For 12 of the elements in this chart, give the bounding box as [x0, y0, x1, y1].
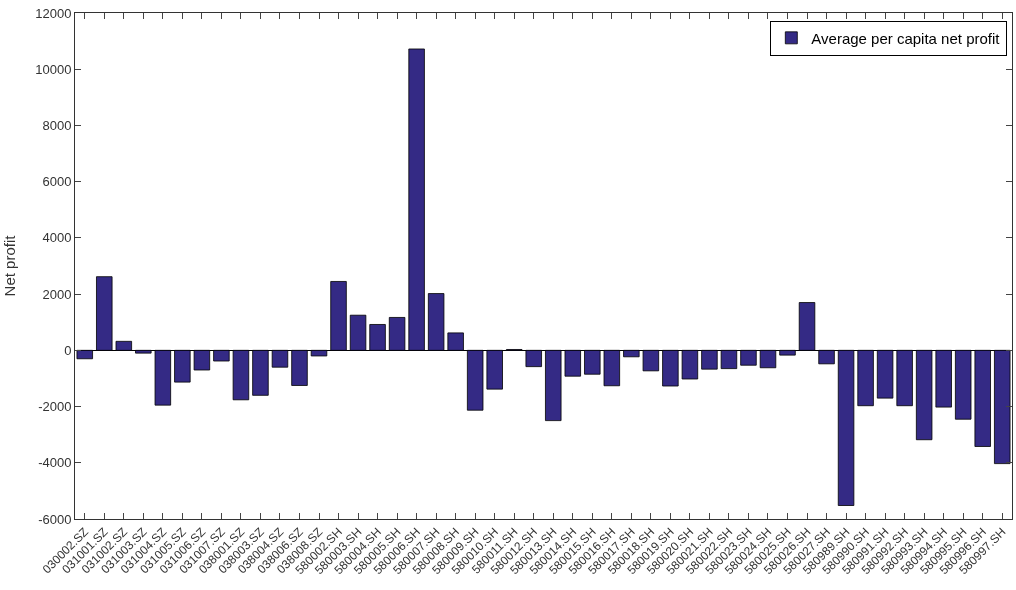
legend-label: Average per capita net profit: [811, 29, 1001, 47]
y-axis-title: Net profit: [1, 234, 19, 297]
y-tick-label: 8000: [42, 117, 72, 133]
y-tick-label: 2000: [42, 286, 72, 302]
y-tick-label: -2000: [38, 399, 72, 415]
y-tick-label: -6000: [38, 511, 72, 527]
y-tick-label: 0: [64, 342, 72, 358]
y-tick-label: 6000: [42, 174, 72, 190]
y-tick-label: 10000: [35, 61, 72, 77]
y-tick-label: -4000: [38, 455, 72, 471]
y-tick-label: 4000: [42, 230, 72, 246]
y-tick-label: 12000: [35, 5, 72, 21]
